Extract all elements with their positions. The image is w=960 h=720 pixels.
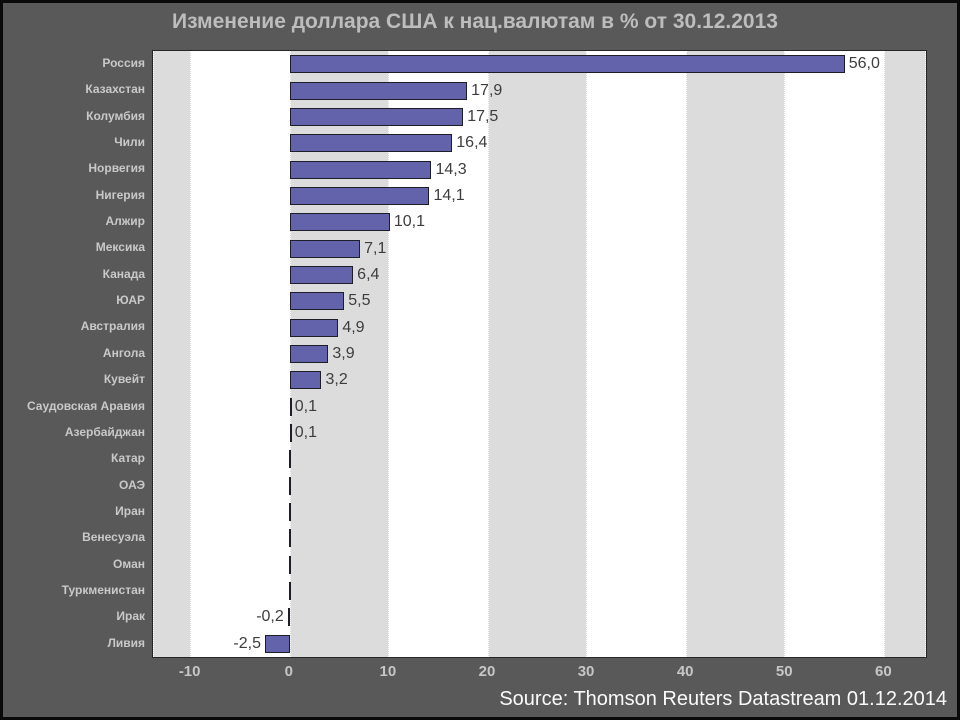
x-tick-label: -10 bbox=[178, 663, 201, 680]
bar bbox=[289, 186, 430, 205]
zero-value-mark bbox=[288, 503, 291, 522]
value-label: 14,1 bbox=[433, 186, 465, 204]
bar bbox=[289, 239, 361, 258]
category-label: Венесуэла bbox=[82, 530, 145, 545]
value-label: 3,2 bbox=[325, 371, 348, 389]
value-label: 17,5 bbox=[467, 107, 499, 125]
x-tick-label: 40 bbox=[676, 663, 694, 680]
bar bbox=[289, 292, 345, 311]
grid-band bbox=[487, 51, 588, 657]
category-label: Казахстан bbox=[85, 82, 145, 97]
x-tick-label: 10 bbox=[379, 663, 397, 680]
value-label: -0,2 bbox=[256, 608, 284, 626]
x-tick-label: 20 bbox=[478, 663, 496, 680]
grid-band bbox=[153, 51, 191, 657]
bar bbox=[289, 213, 390, 232]
value-label: 0,1 bbox=[294, 397, 317, 415]
bar bbox=[287, 608, 290, 627]
plot-area: 56,0 17,9 17,5 16,4 14,3 14,1 10,1 7,1 6,4 5,5 4,9… bbox=[152, 50, 927, 658]
value-label: 14,3 bbox=[435, 160, 467, 178]
value-label: 56,0 bbox=[848, 55, 880, 73]
category-label: Саудовская Аравия bbox=[26, 398, 145, 413]
zero-value-mark bbox=[288, 555, 291, 574]
category-label: Россия bbox=[102, 56, 145, 70]
category-label: Чили bbox=[114, 135, 145, 150]
value-label: 6,4 bbox=[357, 265, 380, 283]
category-label: Азербайджан bbox=[64, 424, 145, 439]
zero-value-mark bbox=[288, 582, 291, 601]
bar bbox=[289, 55, 845, 74]
category-label: Алжир bbox=[105, 214, 145, 229]
bar bbox=[289, 345, 329, 363]
chart-title: Изменение доллара США к нац.валютам в % … bbox=[172, 10, 778, 33]
value-label: 3,9 bbox=[332, 345, 355, 362]
value-label: 0,1 bbox=[294, 424, 317, 442]
category-label: Ливия bbox=[107, 635, 145, 650]
category-label: Катар bbox=[110, 451, 145, 466]
category-label: ОАЭ bbox=[119, 477, 145, 492]
bar bbox=[289, 265, 354, 284]
category-label: Норвегия bbox=[88, 161, 145, 176]
category-label: Туркменистан bbox=[61, 582, 145, 597]
bar bbox=[289, 81, 468, 100]
bar bbox=[289, 371, 322, 390]
category-label: Ирак bbox=[116, 609, 145, 624]
x-tick-label: 60 bbox=[875, 663, 892, 680]
bar bbox=[289, 318, 339, 337]
category-label: Кувейт bbox=[103, 372, 145, 387]
value-label: 4,9 bbox=[342, 318, 365, 336]
bar bbox=[289, 134, 453, 153]
zero-value-mark bbox=[288, 476, 291, 495]
value-label: 17,9 bbox=[471, 81, 503, 99]
value-label: 10,1 bbox=[393, 213, 425, 231]
x-tick-label: 50 bbox=[775, 663, 793, 680]
bar bbox=[289, 107, 464, 126]
bar bbox=[264, 634, 290, 653]
bar bbox=[289, 397, 292, 416]
value-label: 7,1 bbox=[364, 239, 387, 257]
category-label: Ангола bbox=[102, 345, 145, 360]
category-label: ЮАР bbox=[116, 293, 145, 308]
zero-value-mark bbox=[288, 529, 291, 548]
bar bbox=[289, 424, 292, 443]
category-label: Нигерия bbox=[95, 187, 145, 202]
chart-background: Изменение доллара США к нац.валютам в % … bbox=[3, 3, 957, 717]
grid-band bbox=[686, 51, 786, 657]
value-label: 16,4 bbox=[456, 134, 488, 152]
grid-band bbox=[884, 51, 926, 657]
value-label: -2,5 bbox=[233, 634, 261, 652]
category-label: Австралия bbox=[80, 319, 145, 334]
category-label: Иран bbox=[115, 503, 145, 518]
zero-value-mark bbox=[288, 450, 291, 469]
category-label: Колумбия bbox=[86, 108, 145, 123]
bar bbox=[289, 160, 432, 179]
source-attribution: Source: Thomson Reuters Datastream 01.12… bbox=[499, 688, 947, 710]
value-label: 5,5 bbox=[348, 292, 371, 310]
category-label: Канада bbox=[102, 266, 145, 281]
category-label: Оман bbox=[113, 556, 145, 571]
x-tick-label: 0 bbox=[284, 663, 293, 680]
category-label: Мексика bbox=[95, 240, 145, 255]
x-tick-label: 30 bbox=[577, 663, 595, 680]
